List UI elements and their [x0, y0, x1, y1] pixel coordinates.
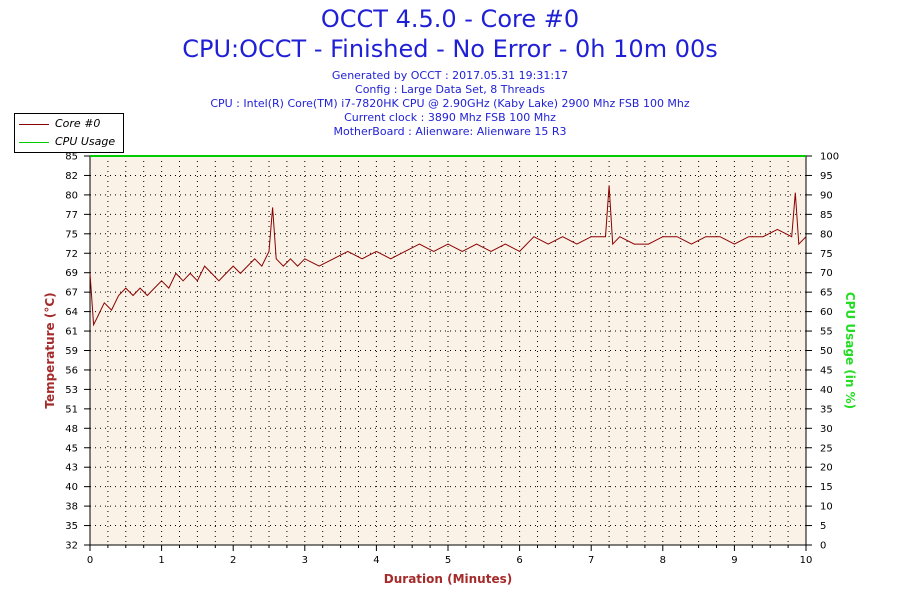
x-tick-label: 5 [445, 555, 451, 566]
y-left-tick-label: 69 [65, 268, 78, 279]
y-axis-left-label: Temperature (°C) [43, 292, 57, 408]
legend: Core #0 CPU Usage [14, 113, 124, 153]
info-generated: Generated by OCCT : 2017.05.31 19:31:17 [331, 69, 569, 82]
y-left-tick-label: 85 [65, 152, 78, 163]
y-right-tick-label: 10 [820, 502, 833, 513]
x-tick-label: 1 [158, 555, 164, 566]
y-left-tick-label: 51 [65, 404, 78, 415]
y-left-tick-label: 75 [65, 229, 78, 240]
y-right-tick-label: 85 [820, 210, 833, 221]
y-left-tick-label: 67 [65, 288, 78, 299]
y-right-tick-label: 0 [820, 541, 826, 552]
y-axis-right-label: CPU Usage (in %) [843, 292, 857, 409]
y-right-tick-label: 75 [820, 249, 833, 260]
x-axis-label: Duration (Minutes) [384, 572, 512, 586]
info-config: Config : Large Data Set, 8 Threads [355, 83, 545, 96]
y-left-tick-label: 45 [65, 443, 78, 454]
x-tick-label: 0 [87, 555, 93, 566]
y-left-tick-label: 53 [65, 385, 78, 396]
y-right-tick-label: 100 [820, 152, 839, 163]
y-right-tick-label: 30 [820, 424, 833, 435]
x-tick-label: 4 [373, 555, 379, 566]
x-tick-label: 3 [302, 555, 308, 566]
y-right-tick-label: 55 [820, 327, 833, 338]
legend-item-cpu-usage: CPU Usage [15, 134, 123, 150]
y-right-tick-label: 45 [820, 365, 833, 376]
legend-item-core0: Core #0 [15, 116, 123, 132]
y-right-tick-label: 70 [820, 268, 833, 279]
x-tick-label: 10 [800, 555, 813, 566]
y-right-tick-label: 15 [820, 482, 833, 493]
y-right-tick-label: 65 [820, 288, 833, 299]
chart-subtitle: CPU:OCCT - Finished - No Error - 0h 10m … [182, 35, 718, 63]
y-right-tick-label: 5 [820, 521, 826, 532]
y-right-tick-label: 25 [820, 443, 833, 454]
legend-label-core0: Core #0 [55, 117, 101, 130]
legend-swatch-cpu-usage [19, 142, 49, 143]
y-right-tick-label: 90 [820, 190, 833, 201]
y-right-tick-label: 50 [820, 346, 833, 357]
y-right-tick-label: 35 [820, 404, 833, 415]
y-left-tick-label: 72 [65, 249, 78, 260]
x-tick-label: 9 [731, 555, 737, 566]
chart-title: OCCT 4.5.0 - Core #0 [320, 5, 580, 33]
y-left-tick-label: 43 [65, 463, 78, 474]
y-left-tick-label: 38 [65, 502, 78, 513]
series-line-core-0 [89, 185, 807, 327]
plot-area [90, 156, 806, 545]
y-left-tick-label: 82 [65, 171, 78, 182]
y-left-tick-label: 59 [65, 346, 78, 357]
y-left-tick-label: 32 [65, 541, 78, 552]
y-right-tick-label: 95 [820, 171, 833, 182]
x-tick-label: 7 [588, 555, 594, 566]
y-right-tick-label: 40 [820, 385, 833, 396]
y-left-tick-label: 64 [65, 307, 78, 318]
y-left-tick-label: 40 [65, 482, 78, 493]
legend-label-cpu-usage: CPU Usage [55, 135, 116, 148]
y-left-tick-label: 77 [65, 210, 78, 221]
info-cpu: CPU : Intel(R) Core(TM) i7-7820HK CPU @ … [210, 97, 690, 110]
info-motherboard: MotherBoard : Alienware: Alienware 15 R3 [333, 125, 567, 138]
x-tick-label: 8 [660, 555, 666, 566]
y-left-tick-label: 80 [65, 190, 78, 201]
x-tick-label: 6 [516, 555, 522, 566]
info-clock: Current clock : 3890 Mhz FSB 100 Mhz [344, 111, 556, 124]
y-left-tick-label: 35 [65, 521, 78, 532]
y-right-tick-label: 60 [820, 307, 833, 318]
y-right-tick-label: 20 [820, 463, 833, 474]
x-tick-label: 2 [230, 555, 236, 566]
legend-swatch-core0 [19, 124, 49, 125]
y-left-tick-label: 56 [65, 365, 78, 376]
y-left-tick-label: 48 [65, 424, 78, 435]
y-left-tick-label: 61 [65, 327, 78, 338]
y-right-tick-label: 80 [820, 229, 833, 240]
